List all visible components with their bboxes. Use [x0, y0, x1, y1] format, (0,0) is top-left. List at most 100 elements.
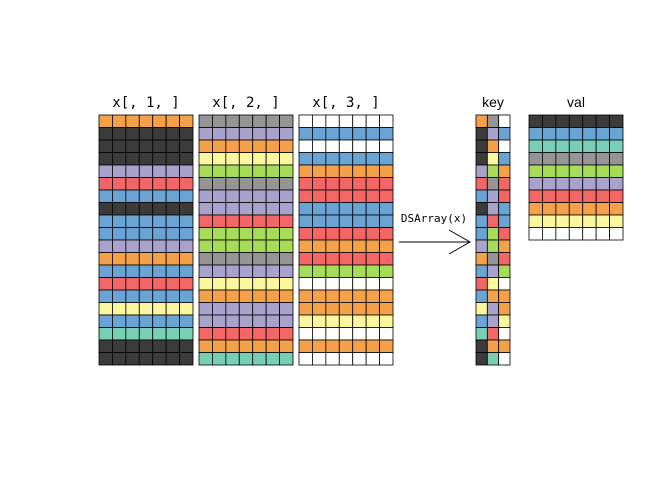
slice-cell	[112, 289, 127, 303]
slice-cell	[252, 152, 267, 166]
slice-cell	[112, 239, 127, 253]
val-cell	[542, 139, 557, 153]
slice-cell	[365, 177, 380, 191]
val-cell	[568, 139, 584, 153]
key-cell	[498, 264, 511, 278]
slice-cell	[179, 164, 194, 178]
key-cell	[498, 214, 511, 228]
slice-cell	[152, 214, 167, 228]
val-cell	[595, 139, 610, 153]
key-cell	[498, 239, 511, 253]
slice-cell	[379, 127, 394, 141]
val-cell	[595, 114, 610, 128]
slice-cell	[152, 152, 167, 166]
val-cell	[568, 177, 584, 191]
slice-cell	[252, 127, 267, 141]
slice-cell	[238, 339, 254, 353]
slice-cell	[338, 202, 354, 216]
slice-cell	[352, 202, 367, 216]
slice-cell	[312, 214, 327, 228]
slice-cell	[365, 277, 380, 291]
slice-cell	[325, 264, 340, 278]
slice-cell	[152, 227, 167, 241]
slice-cell	[298, 127, 313, 141]
slice-cell	[365, 302, 380, 316]
slice-cell	[379, 289, 394, 303]
slice-cell	[338, 239, 354, 253]
slice-cell	[165, 239, 180, 253]
slice-cell	[252, 214, 267, 228]
slice-cell	[252, 239, 267, 253]
slice-cell	[325, 339, 340, 353]
val-cell	[609, 114, 624, 128]
slice-cell	[379, 214, 394, 228]
slice-cell	[212, 252, 227, 266]
slice-cell	[265, 327, 280, 341]
slice-cell	[312, 139, 327, 153]
slice-cell	[112, 277, 127, 291]
key-cell	[486, 139, 500, 153]
slice-cell	[125, 327, 140, 341]
slice-cell	[298, 352, 313, 366]
key-cell	[486, 214, 500, 228]
slice-cell	[165, 327, 180, 341]
val-cell	[595, 177, 610, 191]
slice-cell	[198, 302, 213, 316]
slice-cell	[125, 289, 140, 303]
slice-cell	[352, 277, 367, 291]
slice-cell	[138, 164, 154, 178]
val-cell	[555, 127, 570, 141]
slice-cell	[152, 164, 167, 178]
slice-cell	[298, 239, 313, 253]
slice-cell	[279, 139, 294, 153]
slice-cell	[212, 189, 227, 203]
slice-cell	[179, 302, 194, 316]
slice-cell	[152, 289, 167, 303]
slice-cell	[198, 289, 213, 303]
slice-cell	[179, 277, 194, 291]
val-cell	[609, 139, 624, 153]
val-cell	[609, 127, 624, 141]
slice-cell	[225, 289, 240, 303]
slice-cell	[312, 352, 327, 366]
slice-cell	[125, 277, 140, 291]
key-cell	[498, 127, 511, 141]
slice-cell	[138, 189, 154, 203]
slice-cell	[352, 164, 367, 178]
slice-cell	[265, 339, 280, 353]
slice-cell	[138, 227, 154, 241]
slice-cell	[379, 164, 394, 178]
slice-cell	[238, 314, 254, 328]
val-cell	[528, 139, 543, 153]
slice-cell	[225, 177, 240, 191]
slice-cell	[198, 314, 213, 328]
key-cell	[486, 302, 500, 316]
slice-cell	[179, 177, 194, 191]
slice-cell	[238, 139, 254, 153]
slice-cell	[225, 302, 240, 316]
slice-cell	[338, 327, 354, 341]
slice-cell	[179, 352, 194, 366]
slice-cell	[152, 127, 167, 141]
slice-cell	[138, 139, 154, 153]
slice-cell	[298, 189, 313, 203]
key-cell	[498, 327, 511, 341]
slice-cell	[352, 114, 367, 128]
slice-cell	[365, 227, 380, 241]
slice-cell	[165, 314, 180, 328]
slice-cell	[125, 164, 140, 178]
slice-cell	[198, 189, 213, 203]
slice-cell	[279, 277, 294, 291]
slice-cell	[198, 139, 213, 153]
slice-cell	[252, 164, 267, 178]
slice-cell	[152, 327, 167, 341]
slice-cell	[98, 327, 113, 341]
slice-cell	[365, 314, 380, 328]
slice-cell	[352, 264, 367, 278]
key-cell	[475, 327, 488, 341]
slice-cell	[379, 152, 394, 166]
slice-cell	[298, 152, 313, 166]
slice-cell	[279, 189, 294, 203]
slice-cell	[312, 152, 327, 166]
val-cell	[542, 152, 557, 166]
